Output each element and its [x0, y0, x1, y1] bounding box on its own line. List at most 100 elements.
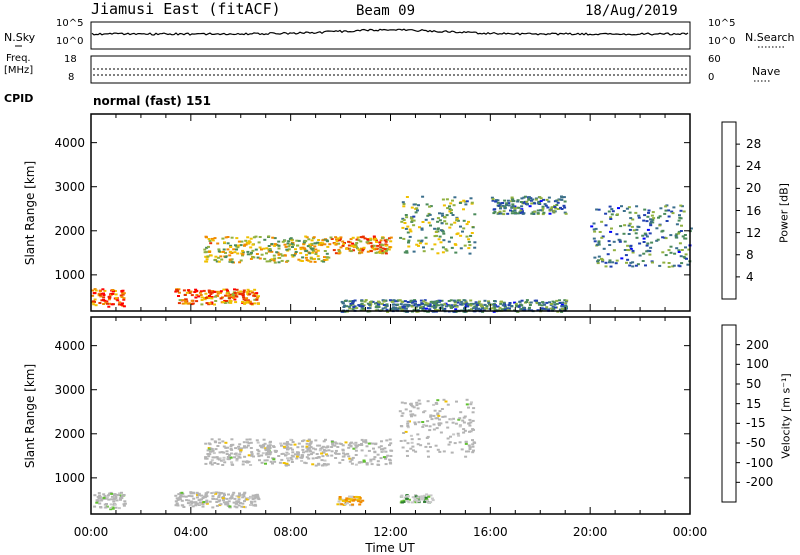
heatmap-cell [247, 240, 251, 243]
heatmap-cell [465, 235, 469, 238]
heatmap-cell [379, 246, 383, 249]
heatmap-cell [354, 441, 358, 444]
heatmap-cell [296, 244, 299, 247]
heatmap-cell [284, 245, 288, 248]
heatmap-cell [226, 236, 230, 238]
heatmap-cell [415, 243, 419, 246]
heatmap-cell [560, 208, 564, 210]
heatmap-cell [628, 222, 632, 225]
heatmap-cell [470, 401, 473, 404]
heatmap-cell [385, 439, 389, 442]
heatmap-cell [426, 304, 430, 307]
heatmap-cell [347, 446, 351, 449]
heatmap-cell [250, 501, 254, 504]
heatmap-cell [314, 448, 318, 451]
heatmap-cell [627, 249, 631, 252]
heatmap-cell [302, 242, 306, 245]
heatmap-cell [175, 497, 179, 500]
heatmap-cell [249, 496, 253, 499]
heatmap-cell [451, 421, 455, 424]
heatmap-cell [100, 498, 104, 501]
heatmap-cell [199, 290, 203, 293]
heatmap-cell [204, 235, 208, 238]
heatmap-cell [326, 445, 330, 448]
heatmap-cell [590, 225, 594, 228]
heatmap-cell [110, 303, 114, 306]
heatmap-cell [523, 306, 526, 309]
heatmap-cell [228, 297, 232, 300]
heatmap-cell [427, 221, 431, 224]
heatmap-cell [492, 306, 496, 309]
heatmap-cell [99, 506, 103, 508]
heatmap-cell [407, 498, 411, 501]
heatmap-cell [463, 429, 467, 432]
heatmap-cell [249, 253, 253, 256]
heatmap-cell [229, 250, 233, 253]
heatmap-cell [415, 207, 419, 210]
heatmap-cell [245, 241, 249, 244]
heatmap-cell [204, 442, 208, 445]
heatmap-cell [410, 438, 414, 441]
heatmap-cell [478, 300, 481, 303]
heatmap-cell [674, 236, 678, 239]
heatmap-cell [266, 444, 270, 447]
heatmap-cell [410, 219, 414, 222]
heatmap-cell [253, 497, 257, 500]
power-colorbar [721, 121, 740, 300]
heatmap-cell [324, 446, 328, 449]
heatmap-cell [312, 236, 316, 239]
heatmap-cell [555, 302, 559, 305]
heatmap-cell [305, 446, 309, 449]
heatmap-cell [472, 449, 475, 452]
heatmap-cell [341, 444, 345, 447]
heatmap-cell [414, 303, 417, 305]
heatmap-cell [185, 291, 189, 294]
heatmap-cell [436, 252, 440, 255]
heatmap-cell [312, 249, 315, 252]
heatmap-cell [279, 253, 283, 256]
heatmap-cell [346, 452, 350, 455]
heatmap-cell [400, 414, 404, 417]
heatmap-cell [552, 308, 556, 310]
heatmap-cell [290, 458, 294, 461]
heatmap-cell [355, 307, 359, 310]
heatmap-cell [389, 240, 393, 243]
heatmap-cell [188, 291, 192, 294]
heatmap-cell [208, 240, 212, 242]
heatmap-cell [426, 214, 430, 217]
heatmap-cell [407, 501, 411, 504]
heatmap-cell [427, 495, 431, 498]
heatmap-cell [290, 239, 294, 242]
heatmap-cell [367, 449, 371, 452]
heatmap-cell [121, 289, 125, 292]
heatmap-cell [513, 209, 517, 212]
heatmap-cell [215, 498, 219, 501]
heatmap-cell [267, 250, 271, 253]
heatmap-cell [467, 220, 470, 223]
heatmap-cell [609, 265, 613, 268]
heatmap-cell [377, 303, 381, 306]
heatmap-cell [242, 441, 246, 444]
heatmap-cell [448, 226, 452, 229]
heatmap-cell [194, 502, 198, 505]
heatmap-cell [216, 292, 220, 295]
heatmap-cell [97, 293, 101, 295]
heatmap-cell [392, 300, 396, 303]
heatmap-cell [238, 453, 242, 456]
heatmap-cell [490, 307, 494, 310]
heatmap-cell [256, 296, 260, 299]
heatmap-cell [411, 413, 415, 416]
heatmap-cell [427, 455, 430, 458]
heatmap-cell [471, 439, 474, 442]
heatmap-cell [675, 223, 679, 226]
heatmap-cell [658, 264, 662, 267]
heatmap-cell [102, 303, 106, 305]
nsearch-label: N.Search [745, 31, 795, 44]
heatmap-cell [354, 449, 358, 452]
heatmap-cell [337, 250, 341, 253]
heatmap-cell [467, 247, 471, 250]
heatmap-cell [285, 441, 289, 443]
heatmap-cell [321, 242, 325, 245]
heatmap-cell [229, 301, 233, 304]
heatmap-cell [404, 214, 408, 216]
